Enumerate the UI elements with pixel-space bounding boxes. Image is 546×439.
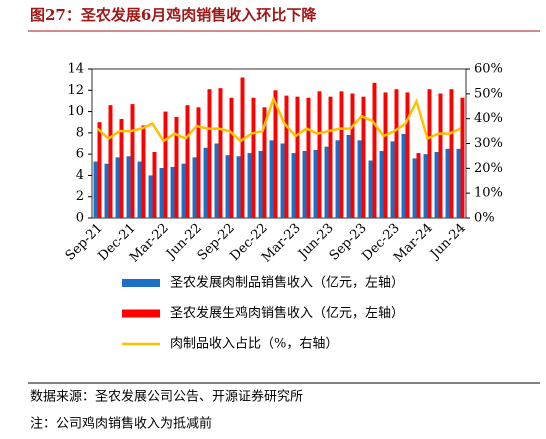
bar: [273, 90, 278, 218]
bar: [93, 161, 98, 218]
bar: [174, 116, 179, 218]
bar: [313, 149, 318, 218]
bar: [108, 105, 113, 218]
bar: [115, 157, 120, 218]
bar: [104, 163, 109, 218]
bar: [196, 107, 201, 218]
bar: [456, 148, 461, 218]
bar: [383, 92, 388, 218]
bar: [423, 154, 428, 218]
bar: [368, 160, 373, 218]
bar: [401, 133, 406, 218]
x-tick-label: Jun-24: [426, 221, 468, 263]
bar: [346, 134, 351, 218]
bar: [229, 97, 234, 218]
y2-tick-label: 20%: [474, 161, 503, 176]
bar: [152, 152, 157, 218]
bar: [159, 167, 164, 218]
bar: [284, 95, 289, 218]
bar: [258, 150, 263, 218]
chart-title: 图27：圣农发展6月鸡肉销售收入环比下降: [30, 6, 317, 24]
bar: [251, 97, 256, 218]
footnote: 数据来源：圣农发展公司公告、开源证券研究所: [30, 389, 303, 405]
legend-marker: [122, 309, 160, 318]
bar: [379, 150, 384, 218]
bar: [324, 146, 329, 218]
bar: [119, 119, 124, 218]
bar: [181, 163, 186, 218]
y2-tick-label: 50%: [474, 86, 503, 101]
bar: [236, 156, 241, 218]
plot-frame: [91, 68, 467, 219]
y2-tick-label: 40%: [474, 111, 503, 126]
bar: [207, 89, 212, 218]
line: [96, 95, 462, 143]
footnote: 注：公司鸡肉销售收入为抵减前: [30, 416, 212, 432]
bar: [445, 148, 450, 218]
bar: [434, 152, 439, 218]
bar: [218, 88, 223, 219]
bar: [269, 140, 274, 218]
bar: [170, 166, 175, 218]
bar: [390, 141, 395, 218]
bar: [126, 156, 131, 218]
bar: [350, 93, 355, 218]
bar: [438, 93, 443, 218]
legend-label: 圣农发展肉制品销售收入（亿元，左轴）: [170, 275, 404, 291]
bar: [449, 89, 454, 218]
bar: [317, 91, 322, 218]
y-tick-label: 12: [67, 83, 84, 98]
bar: [97, 122, 102, 218]
y-tick-label: 6: [76, 147, 84, 162]
y2-tick-label: 0%: [474, 211, 495, 226]
bar: [137, 161, 142, 218]
bar: [302, 150, 307, 218]
bar: [262, 107, 267, 218]
bar: [357, 140, 362, 218]
bar: [130, 104, 135, 218]
bar: [280, 143, 285, 218]
bar: [427, 89, 432, 218]
legend-label: 圣农发展生鸡肉销售收入（亿元，左轴）: [170, 305, 404, 321]
y-tick-label: 0: [76, 211, 84, 226]
bar: [225, 155, 230, 218]
bar: [192, 157, 197, 218]
y2-tick-label: 60%: [474, 62, 503, 77]
bar: [335, 140, 340, 218]
y-tick-label: 10: [67, 104, 84, 119]
bar: [295, 96, 300, 218]
bar: [203, 147, 208, 218]
y-tick-label: 14: [67, 62, 84, 77]
bar: [247, 153, 252, 218]
y2-tick-label: 30%: [474, 136, 503, 151]
legend-marker: [122, 279, 160, 287]
bar: [361, 96, 366, 218]
bar: [460, 97, 465, 218]
bar: [291, 153, 296, 218]
bar: [306, 97, 311, 218]
bar: [372, 82, 377, 218]
bar: [148, 175, 153, 218]
legend-label: 肉制品收入占比（%，右轴）: [170, 337, 338, 352]
bar: [339, 91, 344, 218]
y-tick-label: 2: [76, 189, 84, 204]
y2-tick-label: 10%: [474, 186, 503, 201]
bar: [214, 143, 219, 218]
y-tick-label: 8: [76, 125, 84, 140]
bar: [163, 111, 168, 218]
bar: [328, 96, 333, 218]
bar: [412, 158, 417, 218]
bar: [416, 153, 421, 218]
bar: [141, 125, 146, 218]
bar: [405, 92, 410, 218]
bar: [240, 77, 245, 218]
y-tick-label: 4: [76, 168, 84, 183]
bar: [185, 105, 190, 218]
bar: [394, 89, 399, 218]
